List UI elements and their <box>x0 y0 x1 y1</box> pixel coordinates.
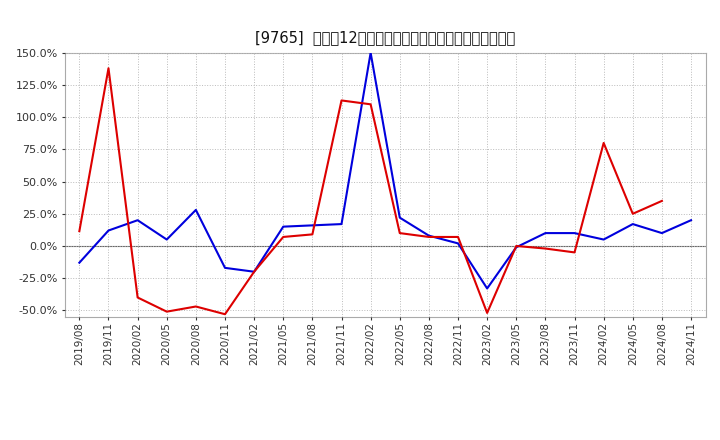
当期純利益 <box>483 310 492 315</box>
当期純利益 <box>279 235 287 240</box>
経常利益 <box>308 223 317 228</box>
当期純利益 <box>629 211 637 216</box>
当期純利益 <box>512 243 521 249</box>
経常利益 <box>541 231 550 236</box>
経常利益 <box>133 217 142 223</box>
経常利益 <box>220 265 229 271</box>
経常利益 <box>279 224 287 229</box>
Line: 経常利益: 経常利益 <box>79 53 691 289</box>
当期純利益 <box>657 198 666 204</box>
経常利益 <box>366 50 375 55</box>
当期純利益 <box>337 98 346 103</box>
当期純利益 <box>570 250 579 255</box>
Line: 当期純利益: 当期純利益 <box>79 68 662 314</box>
当期純利益 <box>454 235 462 240</box>
経常利益 <box>454 241 462 246</box>
経常利益 <box>250 269 258 275</box>
経常利益 <box>629 221 637 227</box>
当期純利益 <box>163 309 171 314</box>
当期純利益 <box>599 140 608 146</box>
経常利益 <box>425 233 433 238</box>
経常利益 <box>337 221 346 227</box>
経常利益 <box>599 237 608 242</box>
経常利益 <box>657 231 666 236</box>
当期純利益 <box>133 295 142 300</box>
経常利益 <box>395 215 404 220</box>
経常利益 <box>687 217 696 223</box>
経常利益 <box>192 207 200 213</box>
経常利益 <box>104 228 113 233</box>
当期純利益 <box>308 232 317 237</box>
経常利益 <box>512 245 521 250</box>
当期純利益 <box>395 231 404 236</box>
当期純利益 <box>75 228 84 234</box>
当期純利益 <box>250 269 258 275</box>
経常利益 <box>483 286 492 291</box>
当期純利益 <box>366 102 375 107</box>
当期純利益 <box>104 66 113 71</box>
経常利益 <box>570 231 579 236</box>
Title: [9765]  利益だ12か月移動合計の対前年同期増減率の推移: [9765] 利益だ12か月移動合計の対前年同期増減率の推移 <box>255 29 516 45</box>
当期純利益 <box>425 235 433 240</box>
当期純利益 <box>220 312 229 317</box>
当期純利益 <box>192 304 200 309</box>
当期純利益 <box>541 246 550 251</box>
経常利益 <box>163 237 171 242</box>
経常利益 <box>75 260 84 265</box>
